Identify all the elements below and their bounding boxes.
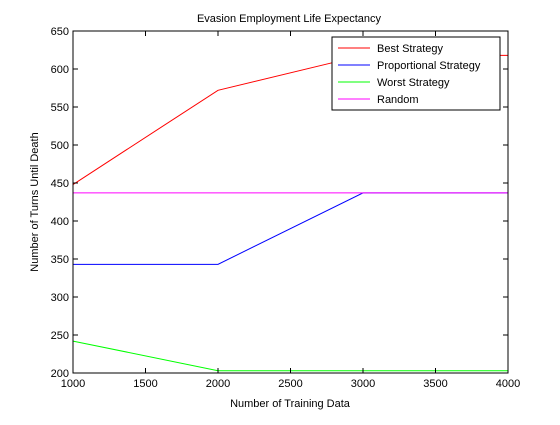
- x-axis-label: Number of Training Data: [230, 398, 351, 410]
- y-tick-label: 600: [51, 64, 69, 76]
- chart-title: Evasion Employment Life Expectancy: [197, 13, 382, 25]
- x-tick-label: 1500: [133, 378, 157, 390]
- y-axis-label: Number of Turns Until Death: [29, 132, 41, 271]
- legend: Best Strategy Proportional Strategy Worst …: [331, 36, 501, 111]
- x-tick-label: 3500: [423, 378, 447, 390]
- y-tick-label: 400: [51, 216, 69, 228]
- x-tick-label: 2000: [206, 378, 230, 390]
- x-tick-label: 3000: [351, 378, 375, 390]
- y-tick-label: 200: [51, 368, 69, 380]
- y-tick-label: 550: [51, 102, 69, 114]
- y-tick-label: 250: [51, 330, 69, 342]
- y-tick-label: 300: [51, 292, 69, 304]
- x-axis: 1000 1500 2000 2500 3000 3500 4000: [61, 31, 520, 390]
- legend-items: Best Strategy Proportional Strategy Worst …: [338, 43, 481, 106]
- x-tick-label: 1000: [61, 378, 85, 390]
- y-axis: 200 250 300 350 400 450 500 550 600 650: [51, 26, 508, 380]
- series-line-3: [72, 340, 508, 372]
- legend-entry-label: Worst Strategy: [377, 77, 450, 89]
- legend-entry-label: Proportional Strategy: [377, 60, 481, 72]
- legend-box: [331, 36, 501, 111]
- y-tick-label: 650: [51, 26, 69, 38]
- y-tick-label: 500: [51, 140, 69, 152]
- y-tick-label: 350: [51, 254, 69, 266]
- x-tick-label: 2500: [278, 378, 302, 390]
- y-tick-label: 450: [51, 178, 69, 190]
- x-tick-label: 4000: [496, 378, 520, 390]
- legend-entry-label: Random: [377, 94, 419, 106]
- series-line-2: [73, 192, 508, 265]
- legend-entry-label: Best Strategy: [377, 43, 444, 55]
